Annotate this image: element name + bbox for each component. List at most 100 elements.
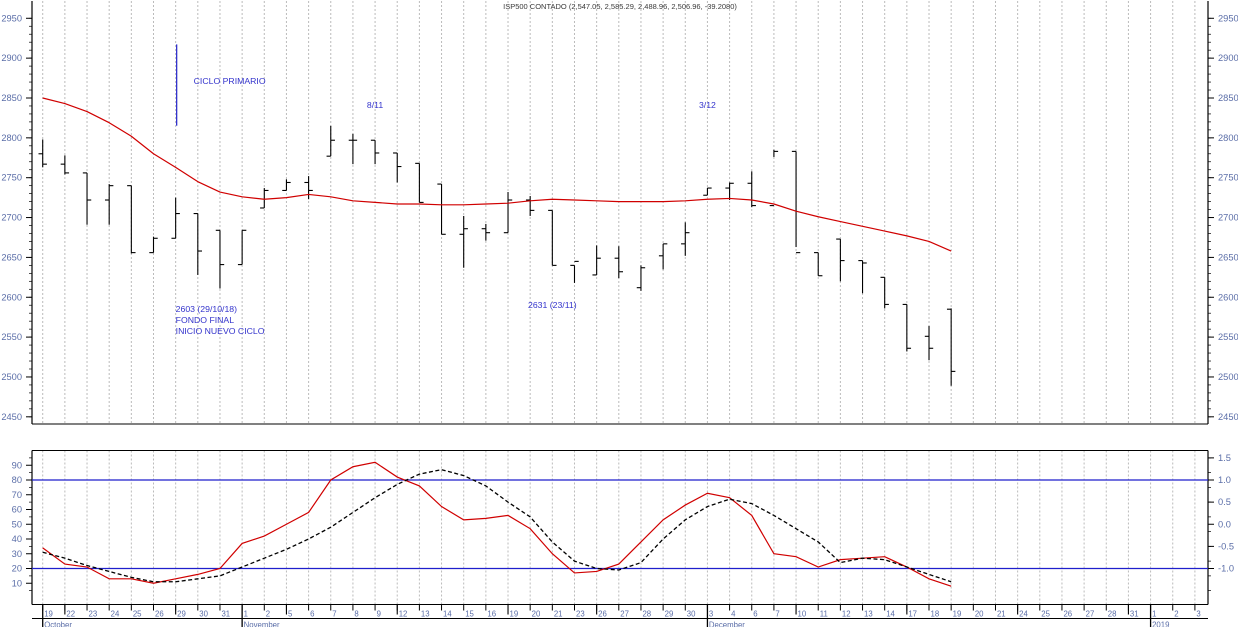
svg-text:21: 21 [554, 610, 563, 619]
svg-text:6: 6 [310, 610, 314, 619]
svg-text:19: 19 [44, 610, 53, 619]
svg-text:-1.0: -1.0 [1218, 564, 1234, 574]
svg-text:11: 11 [820, 610, 828, 619]
svg-text:31: 31 [221, 610, 230, 619]
svg-text:15: 15 [465, 610, 474, 619]
svg-text:2600: 2600 [1218, 292, 1238, 302]
svg-text:14: 14 [443, 610, 452, 619]
svg-text:2650: 2650 [1, 252, 22, 262]
svg-text:2500: 2500 [1, 372, 22, 382]
svg-text:14: 14 [886, 610, 895, 619]
svg-text:2750: 2750 [1, 173, 22, 183]
svg-text:90: 90 [12, 460, 22, 470]
svg-text:13: 13 [421, 610, 430, 619]
svg-text:INICIO NUEVO CICLO: INICIO NUEVO CICLO [176, 326, 265, 336]
svg-text:40: 40 [12, 534, 22, 544]
svg-text:7: 7 [775, 610, 779, 619]
svg-text:2900: 2900 [1218, 53, 1238, 63]
svg-text:2750: 2750 [1218, 173, 1238, 183]
svg-text:3: 3 [709, 610, 713, 619]
svg-text:2700: 2700 [1218, 213, 1238, 223]
svg-text:70: 70 [12, 490, 22, 500]
svg-text:16: 16 [487, 610, 496, 619]
svg-text:-0.5: -0.5 [1218, 541, 1234, 551]
svg-text:60: 60 [12, 505, 22, 515]
svg-text:17: 17 [908, 610, 917, 619]
svg-text:2550: 2550 [1, 332, 22, 342]
svg-text:24: 24 [111, 610, 120, 619]
svg-text:4: 4 [731, 610, 736, 619]
svg-text:2800: 2800 [1, 133, 22, 143]
svg-text:27: 27 [1086, 610, 1095, 619]
svg-text:20: 20 [975, 610, 984, 619]
svg-text:8: 8 [354, 610, 358, 619]
svg-text:24: 24 [1019, 610, 1028, 619]
svg-text:2: 2 [1174, 610, 1178, 619]
svg-text:80: 80 [12, 475, 22, 485]
svg-text:26: 26 [598, 610, 607, 619]
svg-text:2650: 2650 [1218, 252, 1238, 262]
svg-text:2800: 2800 [1218, 133, 1238, 143]
svg-text:19: 19 [953, 610, 962, 619]
svg-text:19: 19 [510, 610, 519, 619]
svg-text:6: 6 [753, 610, 757, 619]
svg-text:FONDO FINAL: FONDO FINAL [176, 315, 235, 325]
svg-text:23: 23 [89, 610, 98, 619]
svg-text:ISP500 CONTADO (2,547.05, 2,58: ISP500 CONTADO (2,547.05, 2,585.29, 2,48… [503, 2, 737, 11]
svg-text:2900: 2900 [1, 53, 22, 63]
svg-text:25: 25 [1041, 610, 1050, 619]
svg-text:12: 12 [399, 610, 408, 619]
svg-text:22: 22 [66, 610, 75, 619]
svg-text:50: 50 [12, 519, 22, 529]
svg-text:28: 28 [1108, 610, 1117, 619]
svg-text:CICLO PRIMARIO: CICLO PRIMARIO [194, 76, 266, 86]
svg-text:29: 29 [665, 610, 674, 619]
svg-text:2631 (23/11): 2631 (23/11) [528, 300, 577, 310]
svg-text:10: 10 [12, 578, 22, 588]
svg-text:3/12: 3/12 [699, 100, 716, 110]
svg-text:2019: 2019 [1152, 621, 1169, 627]
svg-text:8/11: 8/11 [367, 100, 383, 110]
svg-text:26: 26 [1063, 610, 1072, 619]
svg-text:2850: 2850 [1218, 93, 1238, 103]
svg-text:29: 29 [177, 610, 186, 619]
svg-text:1: 1 [1152, 610, 1156, 619]
svg-text:26: 26 [155, 610, 164, 619]
svg-text:2550: 2550 [1218, 332, 1238, 342]
svg-text:20: 20 [12, 564, 22, 574]
svg-text:2500: 2500 [1218, 372, 1238, 382]
svg-text:30: 30 [687, 610, 696, 619]
svg-text:13: 13 [864, 610, 873, 619]
svg-text:December: December [709, 621, 745, 627]
svg-text:2603 (29/10/18): 2603 (29/10/18) [176, 304, 237, 314]
svg-text:12: 12 [842, 610, 851, 619]
svg-text:2950: 2950 [1218, 13, 1238, 23]
svg-text:5: 5 [288, 610, 293, 619]
svg-text:7: 7 [332, 610, 336, 619]
svg-text:October: October [44, 621, 72, 627]
svg-text:25: 25 [133, 610, 142, 619]
svg-text:18: 18 [931, 610, 940, 619]
svg-text:November: November [244, 621, 280, 627]
svg-text:2450: 2450 [1218, 412, 1238, 422]
svg-text:1: 1 [244, 610, 248, 619]
svg-text:2700: 2700 [1, 213, 22, 223]
svg-text:10: 10 [798, 610, 807, 619]
svg-text:2850: 2850 [1, 93, 22, 103]
svg-text:21: 21 [997, 610, 1006, 619]
svg-text:2950: 2950 [1, 13, 22, 23]
svg-text:1.0: 1.0 [1218, 475, 1231, 485]
svg-text:2: 2 [266, 610, 270, 619]
svg-text:2450: 2450 [1, 412, 22, 422]
svg-text:3: 3 [1196, 610, 1200, 619]
svg-text:0.0: 0.0 [1218, 519, 1231, 529]
svg-text:2600: 2600 [1, 292, 22, 302]
svg-text:30: 30 [12, 549, 22, 559]
svg-text:28: 28 [642, 610, 651, 619]
svg-text:1.5: 1.5 [1218, 453, 1231, 463]
svg-text:30: 30 [199, 610, 208, 619]
svg-text:31: 31 [1130, 610, 1139, 619]
svg-text:27: 27 [620, 610, 629, 619]
svg-text:23: 23 [576, 610, 585, 619]
svg-text:9: 9 [377, 610, 381, 619]
